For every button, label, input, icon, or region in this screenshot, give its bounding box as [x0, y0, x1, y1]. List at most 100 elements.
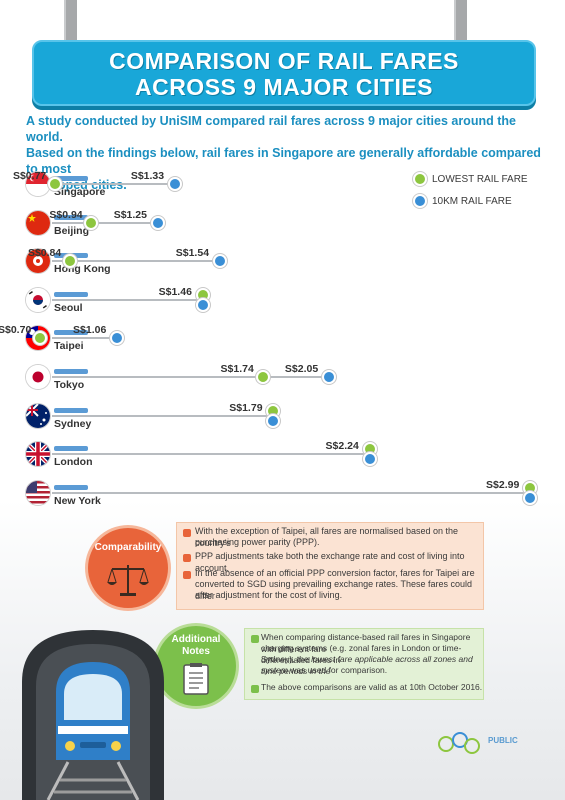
notes-p1b: charging systems (e.g. zonal fares in Lo… — [261, 643, 462, 665]
comparability-p2: PPP adjustments take both the exchange r… — [195, 551, 465, 573]
intro-line-2: Based on the findings below, rail fares … — [26, 146, 541, 176]
label-tenkm-new-york: S$2.99 — [486, 478, 520, 491]
comparability-p3a: In the absence of an official PPP conver… — [195, 568, 475, 578]
track-london — [52, 453, 370, 456]
bullet-icon — [183, 554, 191, 562]
title-line-2: ACROSS 9 MAJOR CITIES — [134, 74, 434, 100]
label-tenkm-hong-kong: S$1.54 — [175, 247, 210, 260]
notes-p1d: was used for comparison. — [290, 665, 388, 675]
legend-tenkm-label: 10KM RAIL FARE — [432, 196, 512, 207]
intro-line-1: A study conducted by UniSIM compared rai… — [26, 114, 516, 144]
scales-icon — [107, 565, 149, 596]
notes-badge-line-1: Additional — [171, 634, 221, 645]
point-tenkm-singapore — [167, 177, 182, 191]
comparability-p3c: after adjustment for the cost of living. — [195, 590, 343, 600]
notepad-icon — [183, 663, 209, 695]
flag-hong-kong-icon — [26, 249, 50, 274]
city-label-beijing: Beijing — [54, 224, 90, 237]
label-tenkm-singapore: S$1.33 — [130, 170, 165, 182]
flag-london-icon — [26, 442, 50, 467]
track-sydney — [52, 414, 274, 417]
flag-tokyo-icon — [26, 365, 50, 389]
legend-tenkm-dot — [413, 194, 427, 208]
city-label-seoul: Seoul — [54, 301, 83, 314]
flag-seoul-icon — [26, 287, 50, 312]
legend-lowest-label: LOWEST RAIL FARE — [432, 174, 528, 185]
train-cap-tokyo — [54, 369, 88, 374]
point-tenkm-taipei — [110, 331, 125, 346]
logo-text: PUBLIC — [488, 736, 518, 745]
track-taipei — [52, 337, 118, 340]
train-cap-beijing — [54, 214, 88, 220]
city-label-new-york: New York — [54, 494, 101, 507]
title-banner: COMPARISON OF RAIL FARES ACROSS 9 MAJOR … — [32, 40, 536, 106]
point-tenkm-new-york — [523, 490, 538, 505]
banner-post-left — [64, 0, 77, 44]
bullet-icon — [183, 529, 191, 537]
train-cap-sydney — [54, 407, 88, 413]
page-title: COMPARISON OF RAIL FARES ACROSS 9 MAJOR … — [34, 48, 534, 100]
label-tenkm-sydney: S$1.79 — [229, 401, 263, 414]
comparability-p1a: With the exception of Taipei, all fares … — [195, 526, 458, 548]
flag-sydney-icon — [26, 403, 50, 428]
notes-p2: The above comparisons are valid as at 10… — [261, 682, 483, 692]
track-seoul — [52, 298, 203, 301]
city-label-singapore: Singapore — [54, 186, 106, 198]
logo-icon — [438, 732, 480, 754]
label-lowest-singapore: S$0.77 — [12, 170, 47, 182]
label-lowest-taipei: S$0.70 — [0, 324, 32, 337]
point-lowest-hong-kong — [62, 254, 77, 269]
city-label-taipei: Taipei — [54, 340, 84, 353]
track-tokyo — [52, 376, 329, 378]
city-label-london: London — [54, 456, 93, 469]
train-cap-taipei — [54, 330, 88, 336]
notes-badge-line-2: Notes — [182, 646, 210, 657]
point-tenkm-hong-kong — [212, 254, 227, 269]
notes-p1d-italic: system — [261, 665, 288, 675]
banner-post-right — [454, 0, 467, 44]
point-tenkm-sydney — [266, 413, 281, 428]
label-tenkm-taipei: S$1.06 — [73, 324, 107, 337]
train-cap-seoul — [54, 291, 88, 297]
comparability-badge-label: Comparability — [94, 542, 162, 553]
city-label-hong-kong: Hong Kong — [54, 263, 111, 276]
point-tenkm-london — [362, 452, 377, 467]
flag-new-york-icon — [26, 480, 50, 505]
notes-badge-label: Additional Notes — [156, 634, 236, 658]
point-lowest-singapore — [47, 177, 62, 191]
bullet-icon — [251, 635, 259, 643]
train-cap-london — [54, 446, 88, 452]
legend-lowest-dot — [413, 172, 427, 186]
bullet-icon — [251, 685, 259, 693]
point-lowest-beijing — [84, 215, 99, 230]
notes-badge: Additional Notes — [156, 626, 236, 706]
label-lowest-beijing: S$0.94 — [49, 208, 83, 221]
flag-beijing-icon — [26, 210, 50, 235]
comparability-p1b: purchasing power parity (PPP). — [195, 537, 320, 547]
notes-p1c: Sydney), the — [261, 654, 309, 664]
notes-p1c-italic: lowest fare applicable across all zones … — [261, 654, 473, 676]
track-singapore — [52, 183, 175, 185]
label-tenkm-tokyo: S$2.05 — [284, 363, 319, 375]
legend-lowest: LOWEST RAIL FARE — [413, 172, 528, 186]
point-lowest-tokyo — [255, 370, 270, 384]
train-cap-new-york — [54, 484, 88, 490]
flag-singapore-icon — [26, 172, 50, 196]
comparability-panel: With the exception of Taipei, all fares … — [176, 522, 484, 610]
train-cap-singapore — [54, 176, 88, 181]
track-hong-kong — [52, 260, 220, 263]
label-lowest-hong-kong: S$0.84 — [27, 247, 62, 260]
comparability-p3b: converted to SGD using prevailing exchan… — [195, 579, 472, 601]
legend-tenkm: 10KM RAIL FARE — [413, 194, 512, 208]
track-beijing — [52, 221, 158, 224]
label-lowest-tokyo: S$1.74 — [220, 363, 254, 375]
title-line-1: COMPARISON OF RAIL FARES — [109, 48, 459, 74]
train-illustration-icon — [22, 630, 164, 800]
comparability-badge: Comparability — [88, 528, 168, 608]
notes-panel: When comparing distance-based rail fares… — [244, 628, 484, 700]
label-tenkm-seoul: S$1.46 — [158, 285, 192, 298]
city-label-sydney: Sydney — [54, 417, 92, 430]
city-label-tokyo: Tokyo — [54, 379, 85, 391]
point-lowest-taipei — [33, 331, 47, 346]
point-tenkm-seoul — [195, 297, 210, 312]
